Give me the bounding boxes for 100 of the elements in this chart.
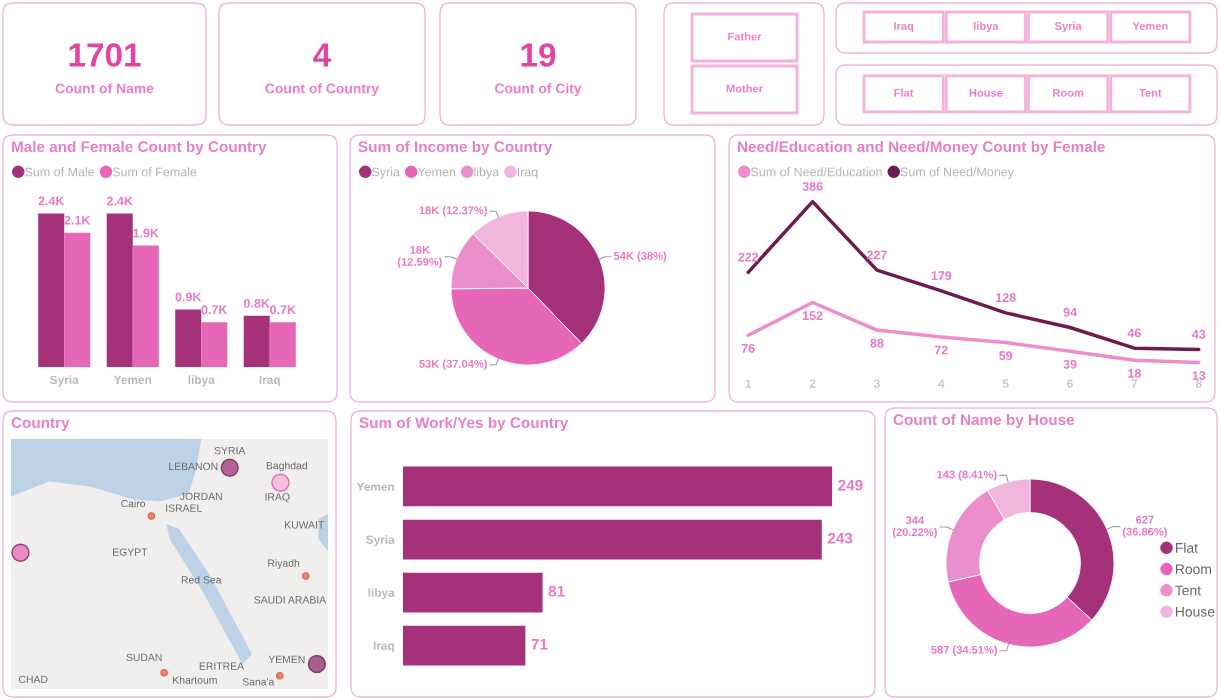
category-label: Mother [726,84,763,93]
data-label: 13 [1192,371,1206,380]
data-label: 2.4K [106,196,133,206]
text: YEMEN [268,655,305,663]
chart-title: Sum of Work/Yes by Country [359,416,569,432]
data-label: 81 [548,585,565,597]
bar [403,572,543,613]
legend-label: Sum of Female [112,167,197,177]
text: ERITREA [199,662,245,670]
data-label: 76 [741,343,755,353]
bar [243,315,270,367]
text: EGYPT [113,548,148,556]
data-label: 128 [996,293,1016,303]
text: ISRAEL [166,504,202,512]
y-tick-label: Iraq [373,641,394,653]
text: IRAQ [265,493,290,503]
data-label: 59 [999,351,1013,361]
legend-label: Iraq [517,167,538,179]
data-label: 53K (37.04%) [419,359,487,370]
data-label: 1701 [69,43,141,67]
legend-label: libya [474,167,500,179]
data-label: 39 [1063,359,1077,369]
category-label: Count of Country [265,83,380,97]
category-label: Room [1053,89,1084,97]
bar [403,519,822,560]
data-label: 88 [870,338,884,348]
data-label: 4 [313,43,332,67]
data-label: 18K (12.59%) [397,245,442,268]
data-label: 152 [802,311,823,321]
data-label: 227 [866,250,887,260]
text: CHAD [18,675,48,684]
data-label: 0.9K [175,292,202,302]
text: Sana'a [242,678,275,686]
data-label: 243 [827,532,853,544]
data-label: 143 (8.41%) [937,470,997,481]
data-label: 19 [521,43,556,67]
data-label: 627 (36.86%) [1122,515,1167,538]
data-label: 1.9K [133,228,159,238]
category-label: libya [973,21,999,33]
legend-label: Yemen [417,167,456,177]
data-label: 72 [934,345,948,355]
legend-label: Sum of Male [25,167,95,177]
legend-label: Room [1175,564,1211,575]
data-label: 386 [802,181,823,191]
data-label: 0.7K [270,305,296,315]
bar [64,232,91,367]
bar [38,213,65,367]
y-tick-label: Syria [366,535,395,547]
bar [403,466,833,507]
text: JORDAN [179,492,222,501]
category-label: Syria [1054,21,1082,33]
chart-title: Need/Education and Need/Money Count by Female [738,140,1105,156]
legend-label: House [1175,606,1215,617]
data-label: 18K (12.37%) [419,206,487,217]
category-label: Father [728,32,762,41]
x-tick-label: libya [188,375,215,387]
data-label: 2.1K [64,215,91,225]
data-label: 222 [738,252,759,262]
bar [201,322,228,367]
category-label: Tent [1139,89,1162,97]
category-label: House [969,89,1003,97]
x-tick-label: Syria [50,375,79,387]
text: SAUDI ARABIA [254,596,327,604]
text: SYRIA [214,446,246,455]
chart-title: Male and Female Count by Country [12,140,267,156]
bar [132,245,159,367]
legend-label: Flat [1175,542,1198,553]
text: Cairo [121,499,146,508]
data-label: 43 [1192,329,1206,339]
x-tick-label: Yemen [113,375,152,384]
data-label: 94 [1063,307,1077,317]
category-label: Iraq [894,22,914,33]
data-label: 54K (38%) [613,251,667,262]
category-label: Flat [894,88,914,97]
bar [175,309,202,367]
data-label: 249 [838,479,863,491]
category-label: Count of Name [55,83,154,94]
text: Red Sea [181,575,222,584]
text: LEBANON [169,462,218,471]
y-tick-label: libya [368,588,395,600]
bar [269,322,296,367]
bar [403,625,526,666]
legend-label: Sum of Need/Education [751,167,882,177]
chart-title: Sum of Income by Country [358,140,553,156]
data-label: 0.7K [201,305,228,315]
y-tick-label: Yemen [356,482,394,491]
text: Baghdad [266,461,307,472]
text: Country [11,417,70,432]
data-label: 46 [1127,328,1141,338]
category-label: Yemen [1132,22,1168,30]
category-label: Count of City [494,83,582,97]
text: SUDAN [126,653,162,662]
text: Riyadh [268,559,300,569]
data-label: 344 (20.22%) [892,516,937,539]
x-tick-label: Iraq [259,375,280,387]
data-label: 587 (34.51%) [931,645,998,656]
bar [106,213,133,367]
chart-title: Count of Name by House [893,413,1075,429]
text: Khartoum [173,676,217,684]
data-label: 18 [1128,368,1141,378]
